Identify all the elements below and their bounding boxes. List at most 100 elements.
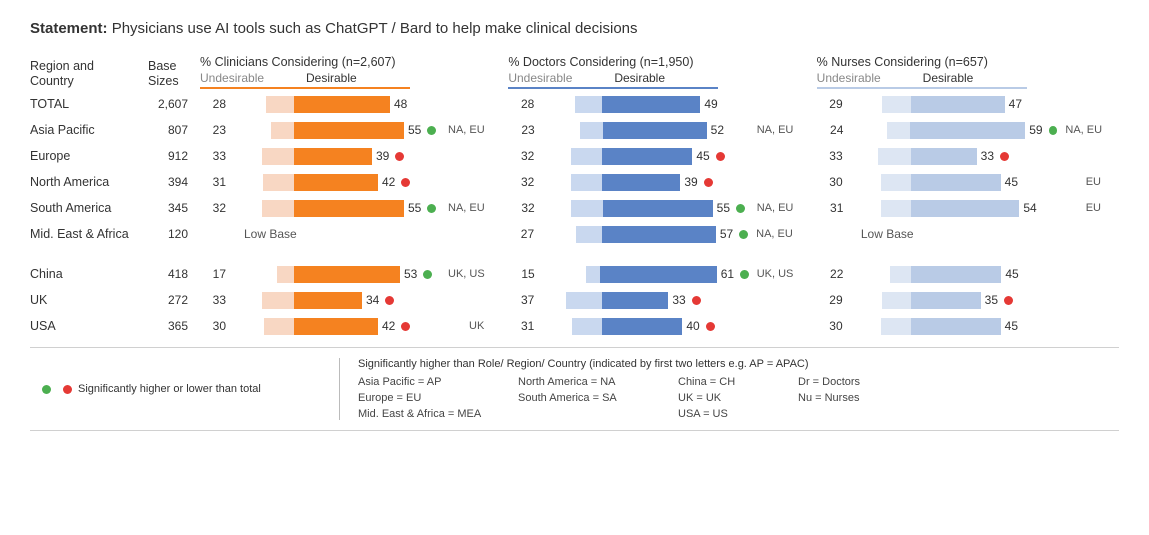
bar-track: 53 bbox=[230, 266, 440, 283]
desirable-value: 57 bbox=[716, 227, 733, 241]
desirable-value: 39 bbox=[372, 149, 389, 163]
abbr-item: UK = UK bbox=[678, 392, 798, 404]
table-row: Europe912333932453333 bbox=[30, 143, 1119, 169]
significance-annotation: NA, EU bbox=[749, 124, 794, 136]
bar-cell: 3239 bbox=[508, 174, 792, 191]
undesirable-bar bbox=[580, 122, 603, 139]
abbr-item: USA = US bbox=[678, 408, 798, 420]
table-row: USA3653042UK31403045 bbox=[30, 313, 1119, 339]
undesirable-value: 31 bbox=[200, 175, 230, 189]
region-label: USA bbox=[30, 319, 148, 333]
significance-annotation: UK, US bbox=[749, 268, 794, 280]
panel-cell: 2459NA, EU bbox=[811, 122, 1120, 139]
dot-red-icon bbox=[63, 385, 72, 394]
desirable-value: 52 bbox=[707, 123, 724, 137]
abbr-item bbox=[798, 408, 918, 420]
undesirable-bar bbox=[571, 174, 603, 191]
region-label: Europe bbox=[30, 149, 148, 163]
undesirable-bar bbox=[586, 266, 600, 283]
desirable-bar bbox=[911, 200, 1019, 217]
desirable-value: 48 bbox=[390, 97, 407, 111]
header-region: Region andCountry bbox=[30, 59, 148, 89]
desirable-value: 55 bbox=[404, 201, 421, 215]
undesirable-value: 32 bbox=[200, 201, 230, 215]
bar-track: 57 bbox=[538, 226, 748, 243]
scale-undesirable: Undesirable bbox=[508, 71, 612, 85]
desirable-bar bbox=[602, 292, 668, 309]
footer-legend-right: Significantly higher than Role/ Region/ … bbox=[340, 358, 1119, 420]
footer: Significantly higher or lower than total… bbox=[30, 347, 1119, 431]
table-row: South America3453255NA, EU3255NA, EU3154… bbox=[30, 195, 1119, 221]
bar-track: 35 bbox=[847, 292, 1057, 309]
desirable-bar bbox=[600, 266, 717, 283]
table-row: China4181753UK, US1561UK, US2245 bbox=[30, 261, 1119, 287]
desirable-value: 42 bbox=[378, 175, 395, 189]
header-row: Region andCountryBaseSizes% Clinicians C… bbox=[30, 55, 1119, 89]
undesirable-value: 32 bbox=[508, 175, 538, 189]
bar-track: 42 bbox=[230, 174, 440, 191]
desirable-bar bbox=[294, 122, 404, 139]
statement-text: Physicians use AI tools such as ChatGPT … bbox=[112, 20, 638, 37]
base-size: 807 bbox=[148, 123, 194, 137]
desirable-value: 55 bbox=[404, 123, 421, 137]
undesirable-value: 37 bbox=[508, 293, 538, 307]
undesirable-value: 28 bbox=[508, 97, 538, 111]
table-row: Asia Pacific8072355NA, EU2352NA, EU2459N… bbox=[30, 117, 1119, 143]
table-row: North America394314232393045EU bbox=[30, 169, 1119, 195]
panel-scale: UndesirableDesirable bbox=[817, 71, 1027, 89]
green-dot-icon bbox=[423, 270, 432, 279]
abbr-item: Dr = Doctors bbox=[798, 376, 918, 388]
chart-body: Region andCountryBaseSizes% Clinicians C… bbox=[30, 55, 1119, 339]
panel-cell: 3334 bbox=[194, 292, 502, 309]
undesirable-bar bbox=[571, 200, 603, 217]
desirable-value: 53 bbox=[400, 267, 417, 281]
bar-cell: 1561UK, US bbox=[509, 266, 794, 283]
red-dot-icon bbox=[385, 296, 394, 305]
panel-cell: 1561UK, US bbox=[503, 266, 812, 283]
bar-cell: 3333 bbox=[817, 148, 1101, 165]
header-panel: % Clinicians Considering (n=2,607)Undesi… bbox=[194, 55, 502, 89]
scale-desirable: Desirable bbox=[923, 71, 1027, 85]
base-size: 120 bbox=[148, 227, 194, 241]
undesirable-value: 17 bbox=[200, 267, 230, 281]
undesirable-bar bbox=[878, 148, 910, 165]
bar-cell: 2352NA, EU bbox=[509, 122, 794, 139]
bar-cell: Low Base bbox=[817, 227, 1101, 241]
desirable-value: 55 bbox=[713, 201, 730, 215]
scale-undesirable: Undesirable bbox=[817, 71, 921, 85]
panel-cell: 32 55 NA, EU bbox=[194, 200, 503, 217]
undesirable-bar bbox=[890, 266, 912, 283]
region-label: UK bbox=[30, 293, 148, 307]
bar-cell: 2245 bbox=[817, 266, 1101, 283]
significance-annotation: NA, EU bbox=[749, 202, 794, 214]
region-label: TOTAL bbox=[30, 97, 148, 111]
panel-cell: 3045EU bbox=[811, 174, 1119, 191]
undesirable-value: 30 bbox=[817, 319, 847, 333]
red-dot-icon bbox=[692, 296, 701, 305]
undesirable-value: 33 bbox=[200, 293, 230, 307]
desirable-value: 35 bbox=[981, 293, 998, 307]
base-size: 272 bbox=[148, 293, 194, 307]
panel-title: % Doctors Considering (n=1,950) bbox=[508, 55, 792, 69]
bar-track: 59 bbox=[847, 122, 1057, 139]
region-label: North America bbox=[30, 175, 148, 189]
red-dot-icon bbox=[395, 152, 404, 161]
statement: Statement: Physicians use AI tools such … bbox=[30, 20, 1119, 37]
undesirable-bar bbox=[266, 96, 294, 113]
undesirable-value: 27 bbox=[508, 227, 538, 241]
undesirable-value: 30 bbox=[817, 175, 847, 189]
significance-annotation: EU bbox=[1078, 176, 1101, 188]
undesirable-value: 33 bbox=[817, 149, 847, 163]
undesirable-value: 31 bbox=[508, 319, 538, 333]
undesirable-value: 24 bbox=[817, 123, 847, 137]
undesirable-bar bbox=[575, 96, 603, 113]
panel-scale: UndesirableDesirable bbox=[200, 71, 410, 89]
desirable-value: 61 bbox=[717, 267, 734, 281]
desirable-bar bbox=[603, 200, 713, 217]
undesirable-value: 30 bbox=[200, 319, 230, 333]
bar-track: 45 bbox=[538, 148, 748, 165]
green-dot-icon bbox=[736, 204, 745, 213]
undesirable-value: 32 bbox=[509, 201, 539, 215]
desirable-value: 45 bbox=[1001, 319, 1018, 333]
significance-annotation: NA, EU bbox=[440, 202, 485, 214]
